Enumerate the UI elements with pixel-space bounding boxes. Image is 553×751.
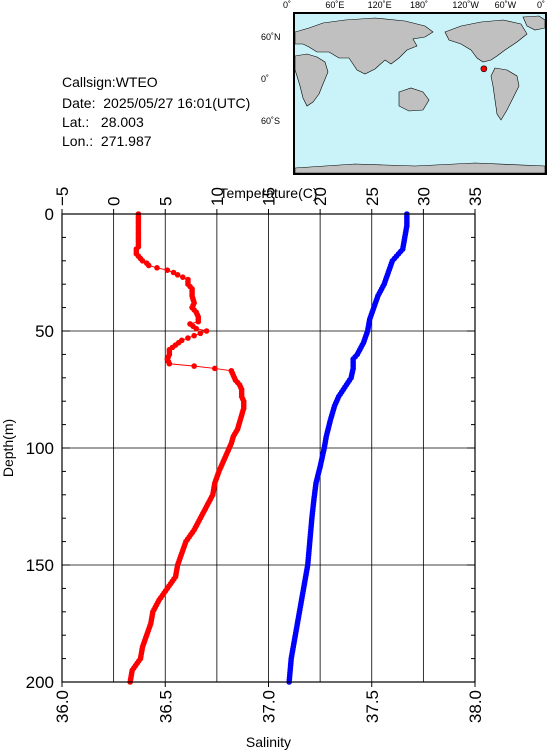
map-lon-label: 0˚ [537, 0, 546, 10]
map-lon-label: 0˚ [283, 0, 292, 10]
depth-tick-label: 50 [35, 322, 54, 341]
data-point [195, 318, 202, 325]
temperature-tick-label: 25 [363, 187, 382, 206]
date-text: Date: 2025/05/27 16:01(UTC) [62, 95, 251, 111]
depth-tick-label: 100 [26, 439, 54, 458]
depth-tick-label: 0 [45, 205, 54, 224]
data-point [166, 360, 173, 367]
australia-land [398, 87, 430, 112]
data-point [180, 274, 186, 280]
data-point [193, 325, 200, 332]
series-0 [127, 211, 247, 685]
data-point [197, 330, 204, 337]
data-point [191, 332, 197, 339]
station-marker [480, 65, 488, 73]
callsign-text: Callsign:WTEO [62, 74, 158, 90]
map-lon-label: 180˚ [410, 0, 429, 10]
antarctica-land [295, 162, 545, 173]
map-lat-label: 60˚N [261, 32, 281, 42]
africa-land [295, 53, 329, 107]
map-lon-label: 120˚E [367, 0, 392, 10]
data-point [191, 363, 197, 369]
chart-grid [61, 213, 476, 683]
greenland-land [522, 15, 545, 31]
temperature-tick-label: 30 [414, 187, 433, 206]
map-lat-label: 0˚ [261, 74, 270, 84]
salinity-axis-title: Salinity [246, 734, 291, 750]
data-point [145, 262, 152, 269]
world-map [293, 12, 547, 175]
data-point [164, 267, 171, 273]
salinity-tick-label: 36.0 [53, 690, 72, 723]
temperature-tick-label: 5 [156, 197, 175, 206]
temperature-tick-label: −5 [53, 187, 72, 206]
latitude-text: Lat.: 28.003 [62, 114, 144, 130]
north-america-land [444, 19, 528, 63]
salinity-tick-label: 37.0 [260, 690, 279, 723]
station-marker-dot [480, 65, 488, 73]
map-lon-label: 60˚E [325, 0, 345, 10]
data-point [139, 258, 146, 264]
longitude-text: Lon.: 271.987 [62, 133, 152, 149]
europe-asia-land [295, 17, 434, 75]
salinity-tick-label: 37.5 [363, 690, 382, 723]
data-point [203, 328, 210, 334]
salinity-tick-label: 38.0 [466, 690, 485, 723]
map-lon-label: 120˚W [452, 0, 479, 10]
temperature-tick-label: 10 [208, 187, 227, 206]
temperature-tick-label: 15 [260, 187, 279, 206]
depth-tick-label: 200 [26, 673, 54, 692]
depth-tick-label: 150 [26, 556, 54, 575]
data-point [170, 269, 177, 276]
data-point [212, 365, 218, 372]
temperature-tick-label: 20 [311, 187, 330, 206]
map-lat-label: 60˚S [261, 116, 281, 126]
south-america-land [490, 67, 520, 121]
map-lon-label: 60˚W [494, 0, 517, 10]
land-masses [295, 15, 545, 173]
data-point [174, 272, 181, 278]
temperature-axis-title: Temperature(C) [219, 185, 317, 201]
depth-axis-title: Depth(m) [0, 419, 16, 477]
series-1 [286, 211, 410, 685]
temperature-tick-label: 35 [466, 187, 485, 206]
world-map-svg [295, 15, 545, 173]
chart-series [127, 211, 410, 685]
temperature-tick-label: 0 [105, 197, 124, 206]
salinity-tick-label: 36.5 [156, 690, 175, 723]
data-point [185, 335, 191, 341]
data-point [154, 265, 160, 271]
